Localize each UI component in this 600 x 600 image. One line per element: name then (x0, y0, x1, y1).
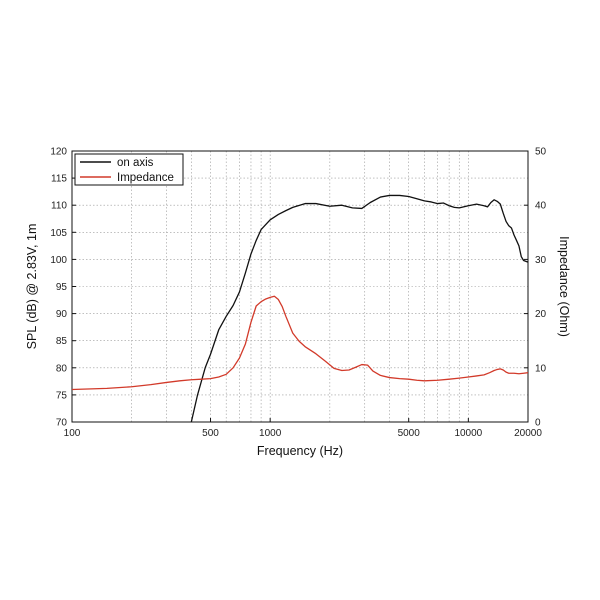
y-axis-label: SPL (dB) @ 2.83V, 1m (25, 224, 39, 350)
series-line-on-axis (190, 194, 528, 422)
y2-tick-label: 20 (535, 309, 547, 320)
y-tick-label: 115 (51, 174, 67, 185)
y-tick-label: 105 (50, 228, 67, 239)
series (72, 194, 528, 422)
y2-tick-label: 40 (535, 201, 547, 212)
x-tick-label: 100 (64, 428, 81, 439)
y-tick-label: 95 (56, 282, 68, 293)
y-tick-label: 75 (56, 390, 68, 401)
legend-box (74, 153, 184, 186)
y-tick-label: 100 (50, 255, 67, 266)
x-tick-label: 5000 (398, 428, 421, 439)
grid (72, 151, 528, 422)
x-axis-label: Frequency (Hz) (257, 444, 343, 458)
y2-tick-label: 10 (535, 363, 547, 374)
x-tick-label: 500 (202, 428, 219, 439)
axis-ticks: 100 500 1000 5000 10000 200007075808590951001… (50, 147, 546, 440)
y-tick-label: 85 (56, 336, 68, 347)
y2-axis-label: Impedance (Ohm) (557, 236, 571, 337)
legend-label-impedance: Impedance (117, 172, 174, 184)
y2-tick-label: 0 (535, 418, 541, 429)
x-tick-label: 20000 (514, 428, 542, 439)
y-tick-label: 80 (56, 363, 68, 374)
x-tick-label: 10000 (454, 428, 482, 439)
x-tick-label: 1000 (259, 428, 282, 439)
legend-label-on-axis: on axis (117, 157, 154, 169)
y2-tick-label: 50 (535, 147, 547, 158)
y-tick-label: 70 (56, 418, 68, 429)
legend: on axis Impedance (74, 153, 184, 186)
y-tick-label: 110 (51, 201, 67, 212)
y-tick-label: 120 (50, 147, 67, 158)
series-line-impedance (72, 295, 528, 391)
y-tick-label: 90 (56, 309, 68, 320)
y2-tick-label: 30 (535, 255, 547, 266)
